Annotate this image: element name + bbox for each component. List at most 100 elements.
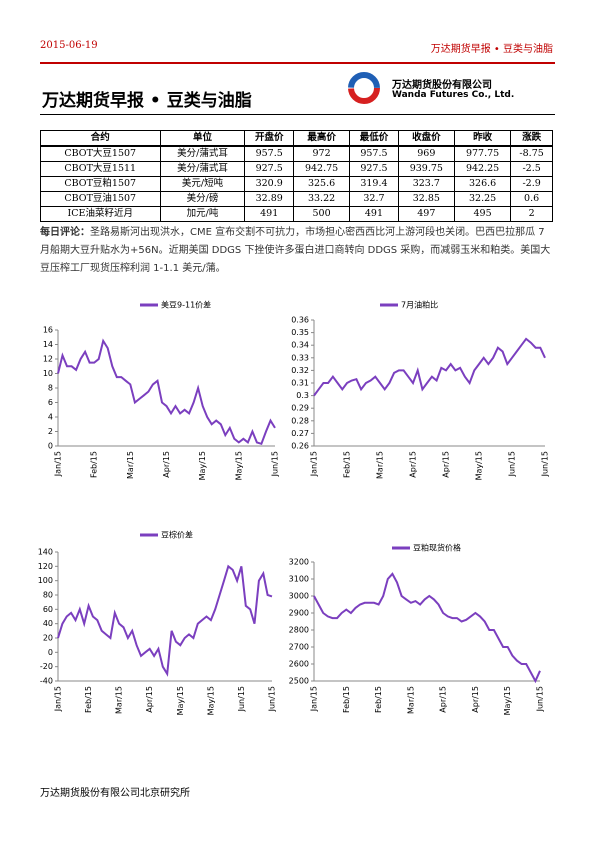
y-tick-label: 0.28 (291, 416, 309, 425)
series-line (313, 337, 546, 397)
title: 万达期货早报 • 豆类与油脂 (42, 91, 252, 111)
y-tick-label: 120 (38, 562, 53, 571)
x-tick-label: Apr/15 (162, 451, 171, 478)
x-tick-label: Feb/15 (374, 686, 383, 713)
y-tick-label: 0.29 (291, 404, 309, 413)
y-tick-label: 0.34 (291, 341, 309, 350)
series-line (57, 564, 273, 677)
x-tick-label: Jan/15 (310, 686, 319, 712)
x-tick-label: Jun/15 (268, 686, 277, 712)
x-tick-label: Apr/15 (471, 686, 480, 713)
row: CBOT豆粕1507 美元/短吨 320.9 325.6 319.4 323.7 326.6… (40, 176, 553, 192)
x-tick-label: May/15 (234, 451, 243, 480)
header-cell: 昨收 (453, 130, 512, 147)
logo-en: Wanda Futures Co., Ltd. (392, 90, 515, 100)
y-tick-label: 2900 (289, 609, 309, 618)
x-tick-label: Apr/15 (409, 451, 418, 478)
y-tick-label: 10 (43, 369, 53, 378)
header-rule (40, 62, 555, 64)
y-tick-label: 0 (48, 648, 53, 657)
logo-icon (348, 72, 380, 104)
comment: 每日评论：圣路易斯河出现洪水，CME 宣布交割不可抗力，市场担心密西西比河上游河… (40, 224, 555, 278)
quote-table: 合约 单位 开盘价 最高价 最低价 收盘价 昨收 涨跌 CBOT大豆1507 美分/蒲式耳 957.… (40, 130, 553, 222)
legend-label: 7月油粕比 (401, 300, 438, 310)
y-tick-label: 60 (43, 605, 53, 614)
x-tick-label: Jun/15 (237, 686, 246, 712)
y-tick-label: 3100 (289, 575, 309, 584)
x-tick-label: Jan/15 (54, 451, 63, 477)
x-tick-label: Mar/15 (376, 451, 385, 479)
header-right: 万达期货早报 • 豆类与油脂 (430, 44, 553, 55)
comment-text: 圣路易斯河出现洪水，CME 宣布交割不可抗力，市场担心密西西比河上游河段也关闭。… (40, 227, 551, 274)
x-tick-label: Apr/15 (442, 451, 451, 478)
y-tick-label: 100 (38, 576, 53, 585)
x-tick-label: May/15 (503, 686, 512, 715)
row: CBOT豆油1507 美分/磅 32.89 33.22 32.7 32.85 32.25 0.… (40, 191, 553, 207)
y-tick-label: 6 (48, 398, 53, 407)
x-tick-label: May/15 (206, 686, 215, 715)
y-tick-label: 0.35 (291, 328, 309, 337)
x-tick-label: Mar/15 (406, 686, 415, 714)
x-tick-label: May/15 (475, 451, 484, 480)
logo-cn: 万达期货股份有限公司 (392, 80, 492, 91)
y-tick-label: 2500 (289, 677, 309, 686)
legend-label: 美豆9-11价差 (161, 300, 211, 310)
header-cell: 最低价 (349, 130, 399, 147)
y-tick-label: 0.31 (291, 379, 309, 388)
x-tick-label: Jun/15 (508, 451, 517, 477)
cell: 491 (349, 206, 399, 222)
x-tick-label: Jun/15 (541, 451, 550, 477)
x-tick-label: Jan/15 (54, 686, 63, 712)
y-tick-label: 0 (48, 442, 53, 451)
legend-label: 豆粕现货价格 (413, 543, 461, 553)
title-rule (40, 114, 555, 115)
header-cell: 涨跌 (510, 130, 553, 147)
footer: 万达期货股份有限公司北京研究所 (40, 788, 190, 799)
legend-label: 豆棕价差 (161, 530, 193, 540)
x-tick-label: Jun/15 (536, 686, 545, 712)
x-tick-label: Apr/15 (439, 686, 448, 713)
x-tick-label: Jan/15 (310, 451, 319, 477)
comment-label: 每日评论： (40, 227, 90, 238)
x-tick-label: Mar/15 (126, 451, 135, 479)
y-tick-label: 3200 (289, 558, 309, 567)
y-tick-label: 8 (48, 384, 53, 393)
x-tick-label: Mar/15 (115, 686, 124, 714)
x-tick-label: Apr/15 (145, 686, 154, 713)
x-tick-label: Jun/15 (271, 451, 280, 477)
y-tick-label: 0.27 (291, 429, 309, 438)
y-tick-label: 4 (48, 413, 53, 422)
y-tick-label: 0.36 (291, 316, 309, 325)
y-tick-label: -20 (40, 662, 53, 671)
x-tick-label: Feb/15 (90, 451, 99, 478)
y-tick-label: 140 (38, 548, 53, 557)
cell: 2 (510, 206, 553, 222)
x-tick-label: Feb/15 (343, 451, 352, 478)
y-tick-label: 20 (43, 634, 53, 643)
cell: 495 (453, 206, 512, 222)
y-tick-label: 0.32 (291, 366, 309, 375)
y-tick-label: 80 (43, 591, 53, 600)
y-tick-label: 12 (43, 355, 53, 364)
y-tick-label: 0.3 (296, 391, 309, 400)
header-cell: 开盘价 (244, 130, 294, 147)
y-tick-label: 2800 (289, 626, 309, 635)
series-line (313, 572, 541, 684)
y-tick-label: 0.33 (291, 353, 309, 362)
y-tick-label: 3000 (289, 592, 309, 601)
header-row: 合约 单位 开盘价 最高价 最低价 收盘价 昨收 涨跌 (40, 130, 553, 147)
header-cell: 最高价 (292, 130, 351, 147)
x-tick-label: May/15 (198, 451, 207, 480)
row: ICE油菜籽近月 加元/吨 491 500 491 497 495 2 (40, 206, 553, 222)
y-tick-label: 40 (43, 619, 53, 628)
y-tick-label: 2700 (289, 643, 309, 652)
cell: 491 (244, 206, 294, 222)
y-tick-label: -40 (40, 677, 53, 686)
x-tick-label: Feb/15 (342, 686, 351, 713)
header-date: 2015-06-19 (40, 40, 98, 51)
row: CBOT大豆1511 美分/蒲式耳 927.5 942.75 927.5 939.75 94… (40, 161, 553, 177)
y-tick-label: 16 (43, 326, 53, 335)
y-tick-label: 14 (43, 340, 53, 349)
y-tick-label: 0.26 (291, 442, 309, 451)
